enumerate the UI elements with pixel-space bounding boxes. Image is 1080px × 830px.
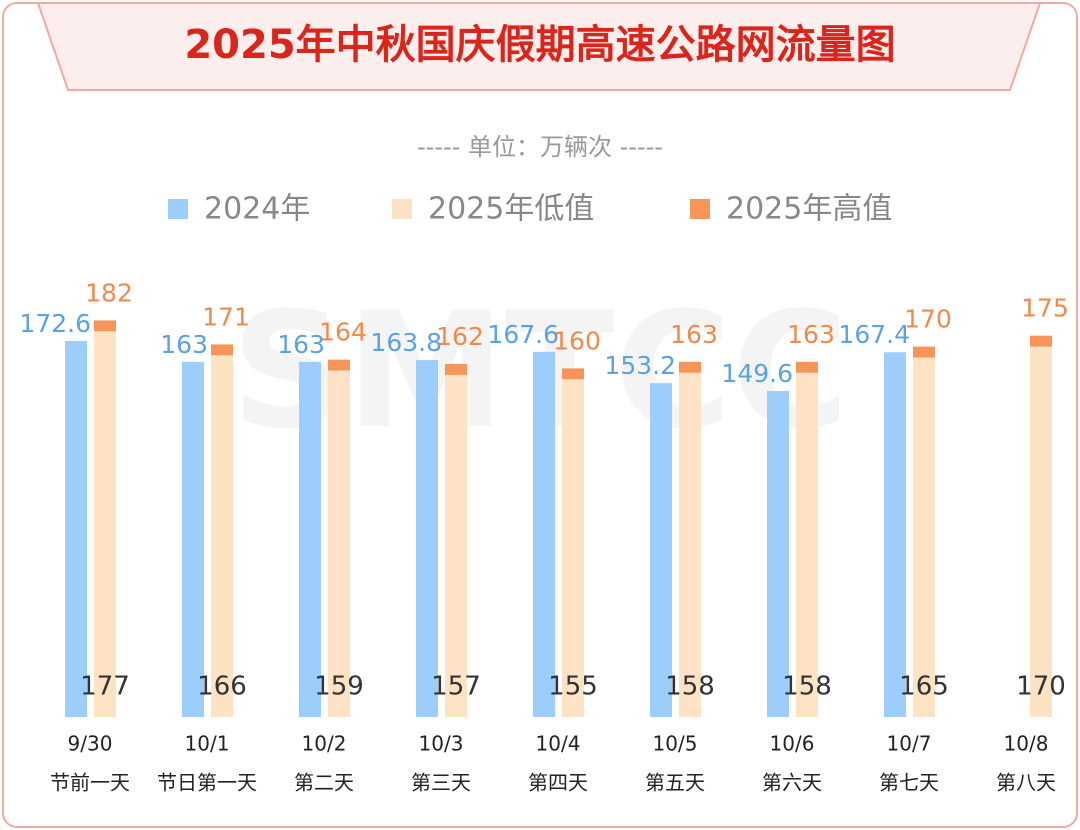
value-label-2025-high: 164	[319, 318, 367, 347]
bar-2024	[65, 340, 87, 717]
legend-label: 2024年	[204, 192, 310, 227]
bar-2025-high	[913, 346, 935, 358]
bar-2025-low	[94, 331, 116, 717]
value-label-2025-high: 163	[787, 320, 835, 349]
x-tick-label: 10/8	[1004, 732, 1049, 756]
bar-2025-low	[328, 370, 350, 717]
title-banner	[36, 2, 1042, 91]
x-tick-label: 10/6	[770, 732, 815, 756]
x-tick-label: 10/3	[419, 732, 464, 756]
value-label-2025-low: 157	[431, 672, 481, 702]
bar-2025-low	[1030, 346, 1052, 717]
value-label-2025-low: 159	[314, 672, 364, 702]
value-label-2025-low: 158	[665, 672, 715, 702]
x-day-label: 第二天	[294, 771, 354, 795]
legend-swatch	[168, 199, 188, 219]
bar-2024	[767, 391, 789, 717]
value-label-2025-low: 158	[782, 672, 832, 702]
value-label-2024: 153.2	[604, 351, 676, 380]
chart-title: 2025年中秋国庆假期高速公路网流量图	[184, 22, 895, 68]
bar-2025-low	[796, 372, 818, 717]
value-label-2025-high: 170	[904, 305, 952, 334]
bar-2025-high	[1030, 335, 1052, 347]
subtitle: ----- 单位：万辆次 -----	[417, 133, 663, 161]
value-label-2025-low: 155	[548, 672, 598, 702]
x-tick-label: 10/2	[302, 732, 347, 756]
x-tick-label: 10/5	[653, 732, 698, 756]
x-day-label: 第三天	[411, 771, 471, 795]
bar-2025-high	[328, 359, 350, 371]
legend-label: 2025年低值	[428, 192, 594, 227]
bar-2025-low	[211, 355, 233, 717]
value-label-2025-high: 160	[553, 326, 601, 355]
x-day-label: 第五天	[645, 771, 705, 795]
bar-2024	[416, 360, 438, 717]
bar-2025-low	[679, 372, 701, 717]
x-day-label: 第六天	[762, 771, 822, 795]
x-day-label: 第七天	[879, 771, 939, 795]
bar-2025-low	[562, 379, 584, 717]
legend-swatch	[392, 199, 412, 219]
x-tick-label: 9/30	[68, 732, 113, 756]
value-label-2025-high: 163	[670, 320, 718, 349]
x-day-label: 第四天	[528, 771, 588, 795]
value-label-2025-high: 162	[436, 322, 484, 351]
bar-2025-high	[679, 361, 701, 373]
value-label-2025-high: 182	[85, 278, 133, 307]
legend-swatch	[690, 199, 710, 219]
bar-2025-high	[94, 320, 116, 332]
bar-2025-high	[211, 344, 233, 356]
x-day-label: 节前一天	[50, 771, 130, 795]
value-label-2024: 149.6	[721, 359, 793, 388]
x-day-label: 节日第一天	[157, 771, 257, 795]
value-label-2025-low: 170	[1016, 672, 1066, 702]
x-tick-label: 10/1	[185, 732, 230, 756]
value-label-2025-high: 175	[1021, 294, 1069, 323]
value-label-2024: 167.6	[487, 320, 559, 349]
x-tick-label: 10/7	[887, 732, 932, 756]
value-label-2024: 172.6	[19, 309, 91, 338]
x-day-label: 第八天	[996, 771, 1056, 795]
value-label-2024: 163	[160, 330, 208, 359]
value-label-2024: 167.4	[838, 320, 910, 349]
bar-2025-high	[445, 364, 467, 375]
value-label-2024: 163	[277, 330, 325, 359]
bar-2025-low	[913, 357, 935, 717]
value-label-2025-low: 165	[899, 672, 949, 702]
legend-label: 2025年高值	[726, 192, 892, 227]
value-label-2025-low: 177	[80, 672, 130, 702]
value-label-2024: 163.8	[370, 328, 442, 357]
bar-2024	[884, 352, 906, 717]
bar-2024	[650, 383, 672, 717]
bar-2025-low	[445, 374, 467, 717]
x-tick-label: 10/4	[536, 732, 581, 756]
bar-2025-high	[562, 368, 584, 380]
bar-2024	[533, 351, 555, 717]
bar-2024	[182, 361, 204, 717]
bar-2024	[299, 361, 321, 717]
bar-2025-high	[796, 361, 818, 373]
value-label-2025-high: 171	[202, 302, 250, 331]
value-label-2025-low: 166	[197, 672, 247, 702]
